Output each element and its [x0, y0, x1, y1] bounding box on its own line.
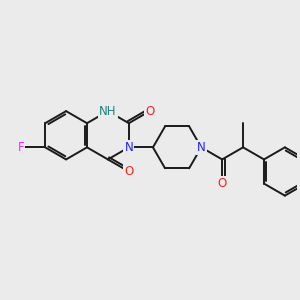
Text: F: F [18, 141, 24, 154]
Text: O: O [124, 165, 134, 178]
Text: N: N [124, 141, 133, 154]
Text: O: O [218, 177, 227, 190]
Text: NH: NH [99, 105, 117, 118]
Text: N: N [197, 141, 206, 154]
Text: O: O [145, 105, 154, 118]
